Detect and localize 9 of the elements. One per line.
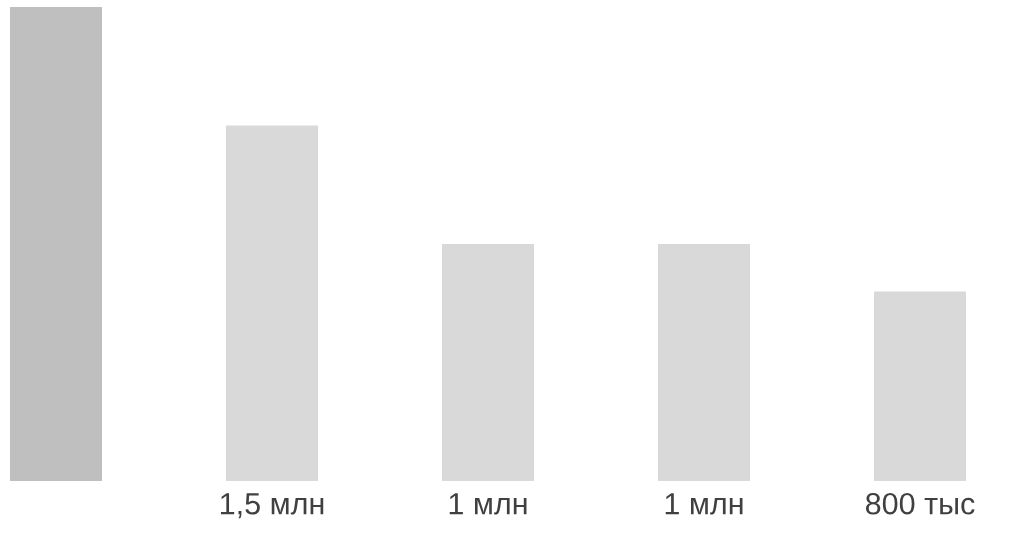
x-tick-label: 800 тыс <box>865 492 975 515</box>
bar <box>225 125 319 481</box>
bar <box>9 7 103 481</box>
x-tick-label: 1,5 млн <box>221 493 324 519</box>
bar <box>873 291 967 481</box>
bar <box>441 244 535 481</box>
x-tick-label: 1 млн <box>449 493 527 515</box>
x-tick-label: 1 млн <box>665 493 743 515</box>
bar <box>657 244 751 481</box>
